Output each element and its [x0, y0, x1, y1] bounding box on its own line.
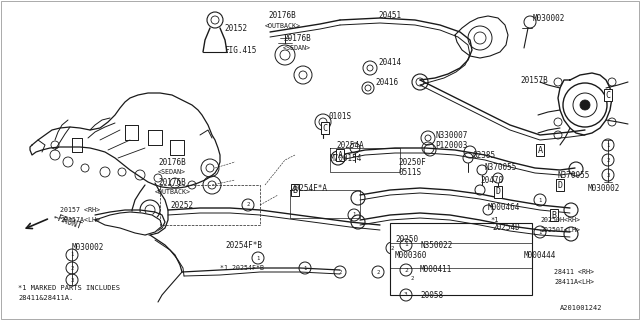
- Text: 2: 2: [70, 266, 74, 270]
- Text: 1: 1: [353, 212, 356, 218]
- Text: 28411&28411A.: 28411&28411A.: [18, 295, 73, 301]
- Text: ←FRONT: ←FRONT: [52, 213, 83, 231]
- Text: 20058: 20058: [420, 291, 443, 300]
- Text: N370055: N370055: [558, 171, 590, 180]
- Text: 20176B: 20176B: [268, 11, 296, 20]
- Text: 0101S: 0101S: [328, 111, 351, 121]
- Text: 20176B: 20176B: [158, 178, 186, 187]
- Text: 20250I<LH>: 20250I<LH>: [540, 227, 580, 233]
- Text: 2: 2: [390, 245, 394, 251]
- Text: *1 MARKED PARTS INCLUDES: *1 MARKED PARTS INCLUDES: [18, 285, 120, 291]
- Text: 20254F*A: 20254F*A: [290, 183, 327, 193]
- Text: 20176B: 20176B: [158, 157, 186, 166]
- Text: A: A: [337, 150, 342, 159]
- Text: <OUTBACK>: <OUTBACK>: [265, 23, 301, 29]
- Text: 1: 1: [538, 197, 541, 203]
- Text: <SEDAN>: <SEDAN>: [158, 169, 186, 175]
- Text: 20176B: 20176B: [283, 34, 311, 43]
- Text: 20254A: 20254A: [336, 140, 364, 149]
- Text: 1: 1: [70, 252, 74, 258]
- Text: 20250H<RH>: 20250H<RH>: [540, 217, 580, 223]
- Text: <OUTBACK>: <OUTBACK>: [155, 189, 191, 195]
- Text: C: C: [323, 124, 328, 132]
- Text: M000464: M000464: [488, 204, 520, 212]
- Text: 2: 2: [376, 269, 380, 275]
- Text: M700154: M700154: [330, 154, 362, 163]
- Text: 1: 1: [606, 142, 610, 148]
- Text: 3: 3: [70, 277, 74, 283]
- Text: A: A: [538, 146, 543, 155]
- Text: M000444: M000444: [524, 251, 556, 260]
- Text: 28411 <RH>: 28411 <RH>: [554, 269, 594, 275]
- Text: 1: 1: [404, 243, 408, 247]
- Text: 20157A<LH>: 20157A<LH>: [60, 217, 100, 223]
- Text: *1: *1: [490, 217, 499, 223]
- Text: A201001242: A201001242: [560, 305, 602, 311]
- Text: N370055: N370055: [484, 163, 516, 172]
- Text: 20416: 20416: [375, 77, 398, 86]
- Text: 20152: 20152: [224, 23, 247, 33]
- Text: 2: 2: [339, 269, 342, 275]
- Text: M030002: M030002: [533, 13, 565, 22]
- Text: 2: 2: [606, 157, 610, 163]
- Text: 20157B: 20157B: [520, 76, 548, 84]
- FancyBboxPatch shape: [390, 223, 532, 295]
- Text: <SEDAN>: <SEDAN>: [283, 45, 311, 51]
- Text: M030002: M030002: [588, 183, 620, 193]
- Text: 1: 1: [538, 229, 541, 235]
- Circle shape: [580, 100, 590, 110]
- Text: 20254D: 20254D: [492, 223, 520, 233]
- Text: 0511S: 0511S: [398, 167, 421, 177]
- Text: 20250: 20250: [395, 236, 418, 244]
- Text: N330007: N330007: [435, 131, 467, 140]
- Text: M000360: M000360: [395, 251, 428, 260]
- Text: 2: 2: [410, 276, 413, 281]
- Text: P120003: P120003: [435, 140, 467, 149]
- Text: FIG.415: FIG.415: [224, 45, 257, 54]
- Text: 1: 1: [303, 266, 307, 270]
- Text: 20157 <RH>: 20157 <RH>: [60, 207, 100, 213]
- Text: M000411: M000411: [420, 266, 452, 275]
- Text: 02385: 02385: [472, 150, 495, 159]
- Text: 3: 3: [606, 172, 610, 178]
- Text: 2: 2: [404, 268, 408, 273]
- Text: B: B: [292, 186, 298, 195]
- Text: 20250F: 20250F: [398, 157, 426, 166]
- Text: 20414: 20414: [378, 58, 401, 67]
- Text: 28411A<LH>: 28411A<LH>: [554, 279, 594, 285]
- Text: D: D: [557, 180, 563, 189]
- Text: 20470: 20470: [480, 175, 503, 185]
- Text: 2: 2: [246, 203, 250, 207]
- Text: D: D: [495, 188, 500, 196]
- Text: 20451: 20451: [378, 11, 401, 20]
- Text: M030002: M030002: [72, 244, 104, 252]
- Text: B: B: [552, 211, 557, 220]
- Text: 1: 1: [257, 255, 260, 260]
- Text: 20254F*B: 20254F*B: [225, 241, 262, 250]
- Text: N350022: N350022: [420, 241, 452, 250]
- Text: 20252: 20252: [170, 201, 193, 210]
- Polygon shape: [95, 212, 162, 235]
- Text: *1 20254F*B: *1 20254F*B: [220, 265, 264, 271]
- Text: 3: 3: [404, 292, 408, 298]
- Text: C: C: [605, 91, 611, 100]
